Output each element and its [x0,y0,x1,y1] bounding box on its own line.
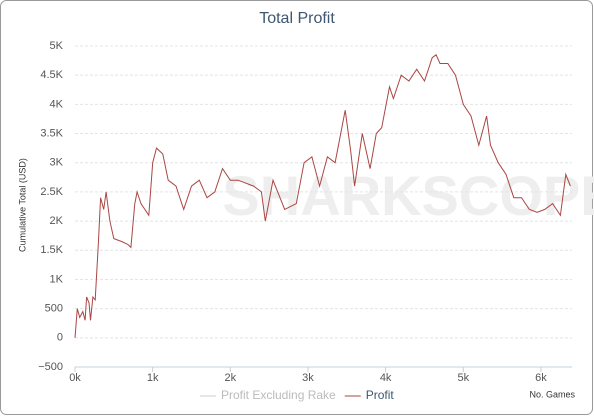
chart-title: Total Profit [259,10,335,27]
y-tick-label: 0 [57,332,63,344]
y-tick-label: 3.5K [40,127,63,139]
legend-label: Profit [366,388,395,402]
y-tick-label: 5K [50,40,64,52]
y-tick-label: 4.5K [40,69,63,81]
y-tick-label: 2K [50,215,64,227]
x-tick-label: 5k [457,372,469,384]
x-axis-label: No. Games [529,389,575,399]
x-tick-label: 1k [147,372,159,384]
x-tick-label: 6k [535,372,547,384]
y-tick-label: 2.5K [40,186,63,198]
watermark: SHARKSCOPE [222,164,594,227]
x-tick-label: 4k [380,372,392,384]
y-axis-label: Cumulative Total (USD) [17,158,27,252]
legend-label: Profit Excluding Rake [221,388,336,402]
y-tick-label: 1.5K [40,244,63,256]
x-tick-label: 2k [225,372,237,384]
series-line [74,54,571,338]
y-tick-label: 500 [45,303,63,315]
x-tick-label: 0k [69,372,81,384]
y-tick-label: −500 [38,361,63,373]
x-tick-label: 3k [302,372,314,384]
y-tick-label: 1K [50,273,64,285]
y-tick-label: 3K [50,157,64,169]
y-tick-label: 4K [50,98,64,110]
